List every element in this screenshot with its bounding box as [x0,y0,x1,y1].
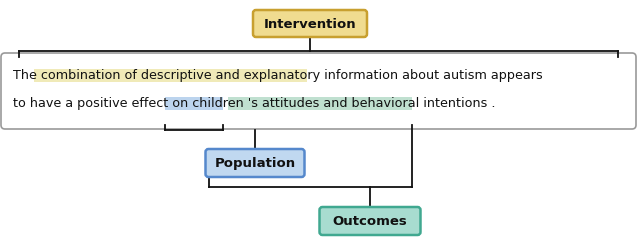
FancyBboxPatch shape [253,10,367,37]
Text: to have a positive effect on children 's attitudes and behavioral intentions .: to have a positive effect on children 's… [13,97,495,110]
Text: Population: Population [214,157,296,170]
Bar [165,97,223,110]
Text: Intervention: Intervention [264,17,356,30]
FancyBboxPatch shape [1,53,636,129]
FancyBboxPatch shape [205,149,305,177]
Bar [34,69,307,82]
Bar [228,97,412,110]
Text: The combination of descriptive and explanatory information about autism appears: The combination of descriptive and expla… [13,69,543,82]
Text: Outcomes: Outcomes [333,215,408,228]
FancyBboxPatch shape [319,207,420,235]
